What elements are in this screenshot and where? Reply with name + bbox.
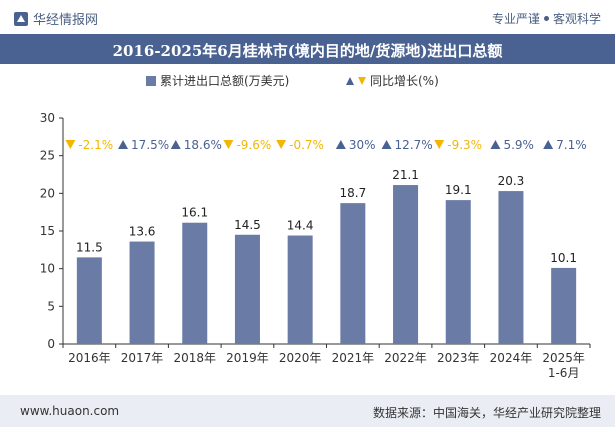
x-tick-label: 2017年 bbox=[121, 351, 164, 365]
growth-up-triangle-icon bbox=[381, 140, 392, 149]
growth-value-label: 7.1% bbox=[556, 138, 587, 152]
title-bar: 2016-2025年6月桂林市(境内目的地/货源地)进出口总额 bbox=[0, 34, 615, 64]
x-tick-label: 2024年 bbox=[490, 351, 533, 365]
legend-bar-swatch bbox=[146, 76, 156, 86]
x-tick-label: 2025年 bbox=[542, 351, 585, 365]
legend-growth-label: 同比增长(%) bbox=[370, 74, 439, 88]
y-tick-label: 20 bbox=[40, 186, 55, 200]
bar bbox=[340, 203, 366, 344]
bar bbox=[182, 222, 208, 344]
bar bbox=[234, 234, 260, 344]
bar bbox=[393, 185, 419, 344]
growth-value-label: -2.1% bbox=[78, 138, 113, 152]
y-tick-label: 15 bbox=[40, 224, 55, 238]
brand-name: 华经情报网 bbox=[33, 13, 99, 28]
tagline-text-2: 客观科学 bbox=[552, 12, 601, 26]
x-tick-label: 2020年 bbox=[279, 351, 322, 365]
x-tick-label: 2016年 bbox=[68, 351, 111, 365]
tagline-text-1: 专业严谨 bbox=[491, 12, 540, 26]
growth-value-label: 17.5% bbox=[131, 138, 169, 152]
growth-up-triangle-icon bbox=[118, 140, 129, 149]
bar-value-label: 14.4 bbox=[287, 219, 314, 233]
bar-value-label: 21.1 bbox=[392, 168, 419, 182]
growth-up-triangle-icon bbox=[543, 140, 554, 149]
growth-down-triangle-icon bbox=[223, 140, 234, 149]
y-tick-label: 25 bbox=[40, 149, 55, 163]
y-tick-label: 5 bbox=[47, 299, 55, 313]
legend-up-triangle-icon bbox=[346, 77, 354, 85]
growth-down-triangle-icon bbox=[434, 140, 445, 149]
growth-up-triangle-icon bbox=[490, 140, 501, 149]
growth-value-label: -9.6% bbox=[236, 138, 271, 152]
growth-value-label: 5.9% bbox=[503, 138, 534, 152]
x-tick-label: 2023年 bbox=[437, 351, 480, 365]
footer: www.huaon.com 数据来源：中国海关，华经产业研究院整理 bbox=[0, 395, 615, 427]
growth-value-label: 18.6% bbox=[184, 138, 222, 152]
site-url[interactable]: www.huaon.com bbox=[20, 404, 120, 418]
x-tick-label: 2022年 bbox=[384, 351, 427, 365]
bar-value-label: 16.1 bbox=[181, 206, 208, 220]
legend-bar-label: 累计进出口总额(万美元) bbox=[160, 74, 289, 88]
y-tick-label: 0 bbox=[47, 337, 55, 351]
growth-value-label: 30% bbox=[349, 138, 376, 152]
brand-logo-icon bbox=[14, 11, 28, 26]
bar bbox=[287, 235, 313, 344]
growth-down-triangle-icon bbox=[276, 140, 287, 149]
bar bbox=[551, 267, 577, 344]
separator-dot-icon bbox=[543, 16, 549, 21]
x-tick-label: 1-6月 bbox=[548, 366, 580, 380]
bar-value-label: 14.5 bbox=[234, 218, 261, 232]
chart: 0 5 10 15 20 25 30 11.5 2016年 -2.1% 13.6 2017年 17.5%… bbox=[40, 74, 591, 380]
x-tick-label: 2018年 bbox=[173, 351, 216, 365]
chart-title: 2016-2025年6月桂林市(境内目的地/货源地)进出口总额 bbox=[112, 42, 503, 60]
growth-value-label: -0.7% bbox=[289, 138, 324, 152]
bar bbox=[445, 200, 471, 344]
bar-value-label: 13.6 bbox=[129, 225, 156, 239]
growth-value-label: -9.3% bbox=[447, 138, 482, 152]
bar-value-label: 20.3 bbox=[498, 174, 525, 188]
brand[interactable]: 华经情报网 bbox=[14, 9, 98, 28]
x-tick-label: 2019年 bbox=[226, 351, 269, 365]
tagline: 专业严谨 客观科学 bbox=[492, 10, 601, 27]
y-tick-label: 30 bbox=[40, 111, 55, 125]
bar-value-label: 19.1 bbox=[445, 183, 472, 197]
x-tick-label: 2021年 bbox=[332, 351, 375, 365]
bar bbox=[498, 191, 524, 344]
growth-value-label: 12.7% bbox=[395, 138, 433, 152]
growth-up-triangle-icon bbox=[170, 140, 181, 149]
legend-down-triangle-icon bbox=[358, 77, 366, 85]
bar bbox=[129, 241, 155, 344]
bar bbox=[76, 257, 102, 344]
y-tick-label: 10 bbox=[40, 262, 55, 276]
bar-value-label: 11.5 bbox=[76, 240, 103, 254]
data-source: 数据来源：中国海关，华经产业研究院整理 bbox=[372, 406, 601, 420]
growth-up-triangle-icon bbox=[335, 140, 346, 149]
bar-value-label: 18.7 bbox=[339, 186, 366, 200]
bar-value-label: 10.1 bbox=[550, 251, 577, 265]
growth-down-triangle-icon bbox=[65, 140, 76, 149]
top-bar: 华经情报网 专业严谨 客观科学 bbox=[0, 0, 615, 34]
